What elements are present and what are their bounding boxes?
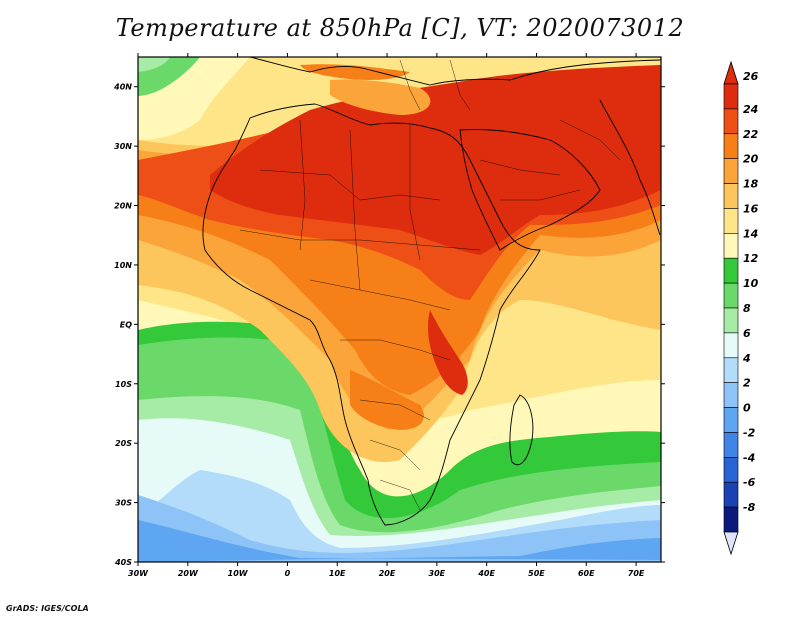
lon-tick-label: 10E [329,569,346,578]
lon-tick-label: 40E [477,569,495,578]
lon-tick-label: 20E [379,569,396,578]
africa-coastline [202,103,541,526]
lat-tick-label: 40N [113,83,132,92]
colorbar-label: -8 [743,501,756,514]
india-coast [599,99,661,236]
lon-tick-label: 20W [178,569,199,578]
longitude-axis: 30W 20W 10W 0 10E 20E 30E 40E 50E 60E 70E [128,53,645,578]
colorbar-swatch [723,407,739,433]
colorbar-swatch [723,481,739,508]
colorbar-swatch [723,432,739,458]
lon-tick-label: 50E [528,569,545,578]
colorbar-label: 26 [743,70,759,83]
colorbar-label: -2 [743,426,756,439]
field-atlantic-8 [138,57,170,72]
colorbar-above-triangle [723,60,739,85]
colorbar-swatch [723,382,739,408]
country-borders [239,59,621,511]
colorbar-swatch [723,257,739,284]
lon-tick-label: 70E [628,569,645,578]
field-warm-26 [210,65,661,255]
colorbar-swatch [723,506,739,533]
lat-tick-label: 20N [114,202,132,211]
lat-tick-label: 10S [115,380,132,389]
colorbar-label: 6 [743,327,751,340]
credit-text: GrADS: IGES/COLA [6,604,89,613]
colorbar-below-triangle [723,531,739,556]
colorbar-label: -4 [743,451,755,464]
lon-tick-label: 10W [228,569,249,578]
colorbar-label: 18 [743,178,759,191]
colorbar-swatch [723,108,739,135]
colorbar-label: 0 [743,402,751,415]
colorbar-label: 20 [743,153,759,166]
colorbar-label: 12 [743,252,759,265]
map-title: Temperature at 850hPa [C], VT: 202007301… [115,14,685,42]
colorbar-label: 14 [743,227,758,240]
madagascar [509,394,534,466]
lon-tick-label: 0 [285,569,291,578]
europe-coast [249,57,661,86]
temperature-field [138,57,661,562]
colorbar-label: 16 [743,202,759,215]
lat-tick-label: 40S [114,558,132,567]
colorbar-swatch [723,208,739,234]
lon-tick-label: 30W [128,569,149,578]
plot-frame [137,56,662,563]
lat-tick-label: EQ [120,320,132,329]
lat-tick-label: 20S [115,439,132,448]
colorbar-swatch [723,332,739,359]
lat-tick-label: 10N [114,261,132,270]
lat-tick-label: 30S [115,499,132,508]
colorbar-swatch [723,282,739,309]
field-southafrica-22 [350,370,424,430]
colorbar-label: -6 [743,476,756,489]
field-eastafrica-26 [427,310,468,395]
arabian-peninsula [459,129,601,251]
colorbar-swatch [723,158,739,184]
colorbar-label: 2 [743,377,751,390]
coastlines [202,57,661,526]
colorbar-swatch [723,307,739,334]
colorbar-swatch [723,457,739,483]
colorbar-swatch [723,133,739,159]
latitude-axis: 40N 30N 20N 10N EQ 10S 20S 30S 40S [113,83,665,567]
colorbar-label: 10 [743,277,759,290]
lon-tick-label: 60E [578,569,595,578]
lon-tick-label: 30E [429,569,446,578]
lat-tick-label: 30N [114,142,132,151]
field-south-2 [138,495,661,562]
colorbar-swatch [723,83,739,110]
colorbar-swatch [723,357,739,383]
colorbar-label: 8 [743,302,751,315]
colorbar-label: 22 [743,128,759,141]
field-south-0 [138,520,661,562]
colorbar-swatch [723,233,739,259]
field-med-20 [330,79,431,115]
colorbar-label: 4 [742,352,751,365]
colorbar-label: 24 [743,103,758,116]
colorbar-swatch [723,183,739,209]
